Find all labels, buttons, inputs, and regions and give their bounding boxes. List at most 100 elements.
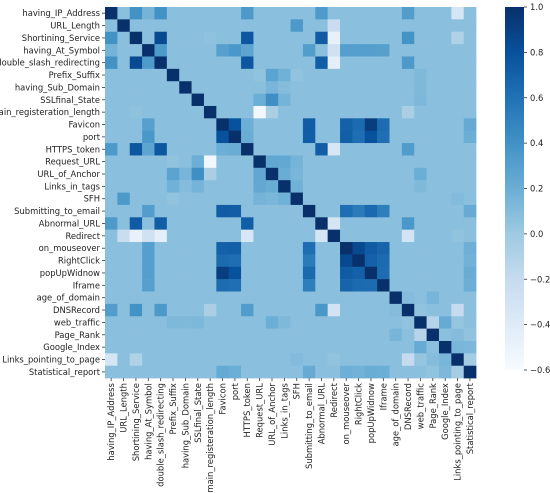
heatmap-cell <box>278 44 291 57</box>
heatmap-cell <box>302 56 316 70</box>
heatmap-cell <box>166 254 180 268</box>
heatmap-cell <box>377 44 390 57</box>
heatmap-cell <box>105 155 118 169</box>
heatmap-cell <box>451 291 465 305</box>
heatmap-cell <box>438 44 452 57</box>
heatmap-cell <box>142 93 155 107</box>
heatmap-cell <box>414 365 427 379</box>
heatmap-cell <box>117 303 131 317</box>
heatmap-cell <box>327 254 341 268</box>
heatmap-cell <box>105 316 118 329</box>
heatmap-cell <box>142 118 155 131</box>
heatmap-cell <box>179 56 192 70</box>
heatmap-cell <box>191 303 205 317</box>
heatmap-cell <box>278 291 291 305</box>
heatmap-cell <box>216 303 229 317</box>
heatmap-cell <box>401 204 415 218</box>
heatmap-cell <box>352 316 366 329</box>
heatmap-cell <box>154 204 168 218</box>
heatmap-cell <box>191 266 205 280</box>
heatmap-cell <box>414 353 427 367</box>
heatmap-cell <box>278 93 291 107</box>
heatmap-cell <box>327 279 341 292</box>
heatmap-cell <box>315 303 328 317</box>
y-tick-label: having_At_Symbol <box>23 45 100 55</box>
heatmap-cell <box>117 118 131 131</box>
heatmap-cell <box>315 353 328 367</box>
heatmap-cell <box>377 266 390 280</box>
heatmap-cell <box>438 204 452 218</box>
heatmap-cell <box>302 353 316 367</box>
heatmap-cell <box>438 328 452 342</box>
heatmap-cell <box>377 242 390 255</box>
heatmap-cell <box>463 44 477 57</box>
heatmap-cell <box>142 167 155 181</box>
heatmap-cell <box>253 204 267 218</box>
heatmap-cell <box>241 328 254 342</box>
heatmap-cell <box>414 266 427 280</box>
heatmap-cell <box>290 303 304 317</box>
heatmap-cell <box>241 365 254 379</box>
heatmap-cell <box>203 328 217 342</box>
heatmap-cell <box>389 192 403 206</box>
heatmap-cell <box>253 68 267 82</box>
heatmap-cell <box>265 192 279 206</box>
x-tick-label: age_of_domain <box>391 383 401 446</box>
heatmap-cell <box>463 204 477 218</box>
heatmap-cell <box>278 353 291 367</box>
heatmap-cell <box>142 279 155 292</box>
heatmap-cell <box>340 81 353 94</box>
heatmap-cell <box>203 143 217 156</box>
heatmap-cell <box>228 19 242 33</box>
heatmap-cell <box>154 303 168 317</box>
heatmap-cell <box>129 68 143 82</box>
heatmap-cell <box>105 167 118 181</box>
heatmap-cell <box>389 316 403 329</box>
heatmap-cell <box>166 340 180 354</box>
heatmap-cell <box>129 365 143 379</box>
heatmap-cell <box>290 266 304 280</box>
heatmap-cell <box>377 217 390 230</box>
heatmap-cell <box>105 130 118 144</box>
heatmap-cell <box>414 291 427 305</box>
heatmap-cell <box>253 81 267 94</box>
heatmap-cell <box>228 93 242 107</box>
heatmap-cell <box>290 56 304 70</box>
heatmap-cell <box>290 118 304 131</box>
heatmap-cell <box>228 167 242 181</box>
heatmap-cell <box>377 365 390 379</box>
heatmap-cell <box>414 217 427 230</box>
heatmap-cell <box>203 81 217 94</box>
heatmap-cell <box>377 229 390 243</box>
heatmap-cell <box>253 143 267 156</box>
heatmap-cell <box>340 242 353 255</box>
heatmap-cell <box>154 105 168 119</box>
heatmap-cell <box>389 180 403 193</box>
heatmap-cell <box>228 328 242 342</box>
heatmap-cell <box>216 291 229 305</box>
heatmap-cell <box>203 7 217 20</box>
heatmap-cell <box>105 217 118 230</box>
heatmap-cell <box>117 217 131 230</box>
heatmap-cell <box>451 316 465 329</box>
heatmap-cell <box>253 180 267 193</box>
heatmap-cell <box>241 340 254 354</box>
x-tick-label: having_At_Symbol <box>143 383 153 460</box>
heatmap-cell <box>340 130 353 144</box>
heatmap-cell <box>129 44 143 57</box>
heatmap-cell <box>265 254 279 268</box>
heatmap-cell <box>414 279 427 292</box>
heatmap-cell <box>166 242 180 255</box>
heatmap-cell <box>265 7 279 20</box>
heatmap-cell <box>463 180 477 193</box>
heatmap-cell <box>241 303 254 317</box>
heatmap-cell <box>154 353 168 367</box>
heatmap-cell <box>142 353 155 367</box>
colorbar-tick-label: −0.4 <box>530 320 550 330</box>
heatmap-cell <box>377 19 390 33</box>
heatmap-cell <box>414 118 427 131</box>
heatmap-cell <box>166 353 180 367</box>
heatmap-cell <box>166 204 180 218</box>
y-tick-label: having_IP_Address <box>22 8 100 18</box>
heatmap-cell <box>253 56 267 70</box>
